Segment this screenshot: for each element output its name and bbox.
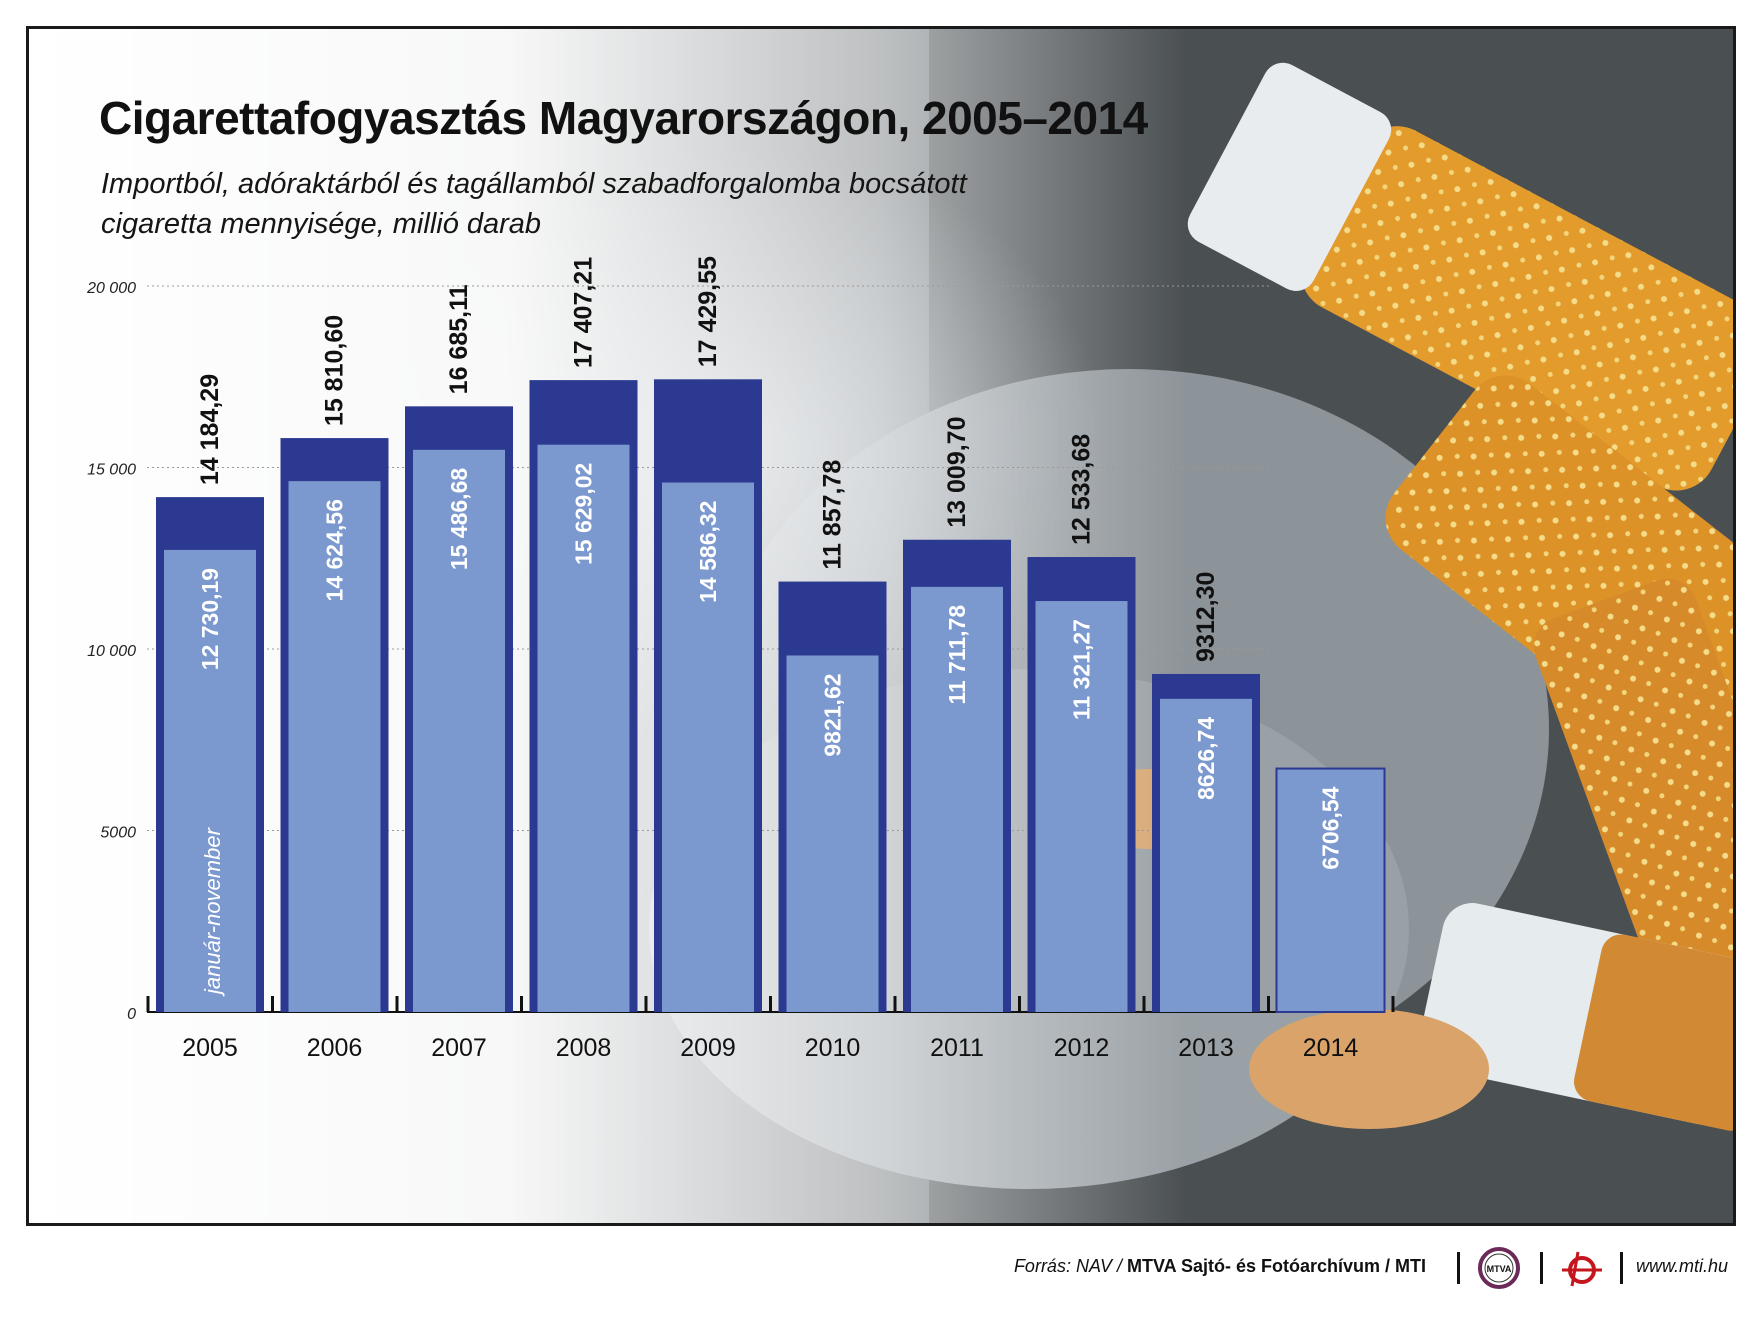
website-link[interactable]: www.mti.hu — [1635, 1256, 1728, 1276]
bar-inner — [288, 481, 381, 1012]
y-tick-label: 10 000 — [87, 643, 136, 660]
source-credit: Forrás: NAV / MTVA Sajtó- és Fotóarchívu… — [1014, 1256, 1426, 1277]
data-label-inner: 9821,62 — [820, 673, 846, 756]
data-label-total: 12 533,68 — [1068, 434, 1096, 545]
data-label-total: 17 407,21 — [570, 257, 598, 368]
source-prefix: Forrás: NAV / — [1013, 1256, 1127, 1276]
source-archive: MTVA Sajtó- és Fotóarchívum — [1126, 1256, 1380, 1276]
subtitle-line-1: Importból, adóraktárból és tagállamból s… — [101, 168, 967, 200]
chart-subtitle: Importból, adóraktárból és tagállamból s… — [101, 164, 1001, 244]
period-note: január-november — [200, 826, 225, 997]
chart-title: Cigarettafogyasztás Magyarországon, 2005… — [99, 92, 1148, 144]
x-tick-label: 2009 — [680, 1034, 736, 1062]
data-label-inner: 11 321,27 — [1069, 619, 1095, 720]
data-label-inner: 6706,54 — [1318, 786, 1344, 869]
bar-inner — [1035, 601, 1128, 1012]
bar-chart: 0 5000 10 000 15 000 20 000 14 184,29 12 730,1… — [86, 256, 1395, 1062]
data-label-inner: 15 486,68 — [446, 468, 472, 571]
data-label-total: 16 685,11 — [445, 284, 473, 394]
data-label-total: 17 429,55 — [694, 256, 722, 367]
data-label-inner: 14 624,56 — [322, 499, 348, 601]
data-label-inner: 8626,74 — [1193, 717, 1219, 800]
bar-inner — [1275, 767, 1386, 1014]
y-tick-label: 15 000 — [87, 462, 136, 479]
mti-logo-icon — [1562, 1251, 1602, 1287]
bar-inner — [786, 655, 879, 1012]
bar-inner — [1160, 698, 1252, 1012]
x-tick-label: 2012 — [1054, 1034, 1110, 1062]
bar-inner — [537, 444, 630, 1012]
x-tick-label: 2013 — [1178, 1034, 1234, 1062]
footer-divider — [1457, 1252, 1460, 1284]
x-tick-label: 2006 — [307, 1034, 363, 1062]
data-label-inner: 14 586,32 — [695, 501, 721, 603]
data-label-inner: 11 711,78 — [944, 605, 970, 705]
x-tick-label: 2008 — [556, 1034, 612, 1062]
data-label-inner: 12 730,19 — [197, 568, 223, 670]
footer-divider — [1620, 1252, 1623, 1284]
x-tick-label: 2010 — [805, 1034, 861, 1062]
bar-inner — [164, 549, 256, 1012]
data-label-total: 9312,30 — [1192, 572, 1220, 662]
data-label-total: 14 184,29 — [196, 374, 224, 485]
chart-frame: Cigarettafogyasztás Magyarországon, 2005… — [26, 26, 1736, 1226]
data-label-total: 11 857,78 — [819, 460, 847, 570]
x-tick-label: 2011 — [930, 1034, 984, 1062]
footer: Forrás: NAV / MTVA Sajtó- és Fotóarchívu… — [26, 1226, 1736, 1306]
subtitle-line-2: cigaretta mennyisége, millió darab — [101, 208, 542, 240]
bar-inner — [413, 449, 505, 1013]
mtva-logo-icon: MTVA — [1478, 1247, 1520, 1289]
mtva-logo-text: MTVA — [1487, 1264, 1512, 1274]
source-suffix: / MTI — [1380, 1256, 1426, 1276]
data-label-total: 13 009,70 — [943, 417, 971, 528]
data-label-total: 15 810,60 — [321, 315, 349, 426]
y-tick-label: 0 — [127, 1006, 136, 1023]
y-tick-label: 20 000 — [86, 280, 136, 297]
data-label-inner: 15 629,02 — [571, 463, 597, 565]
y-tick-label: 5000 — [100, 825, 136, 842]
x-tick-label: 2007 — [431, 1034, 487, 1062]
footer-divider — [1540, 1252, 1543, 1284]
x-tick-label: 2005 — [182, 1034, 238, 1062]
bar-inner — [911, 586, 1003, 1012]
bar-inner — [662, 482, 754, 1012]
x-tick-label: 2014 — [1303, 1034, 1359, 1062]
